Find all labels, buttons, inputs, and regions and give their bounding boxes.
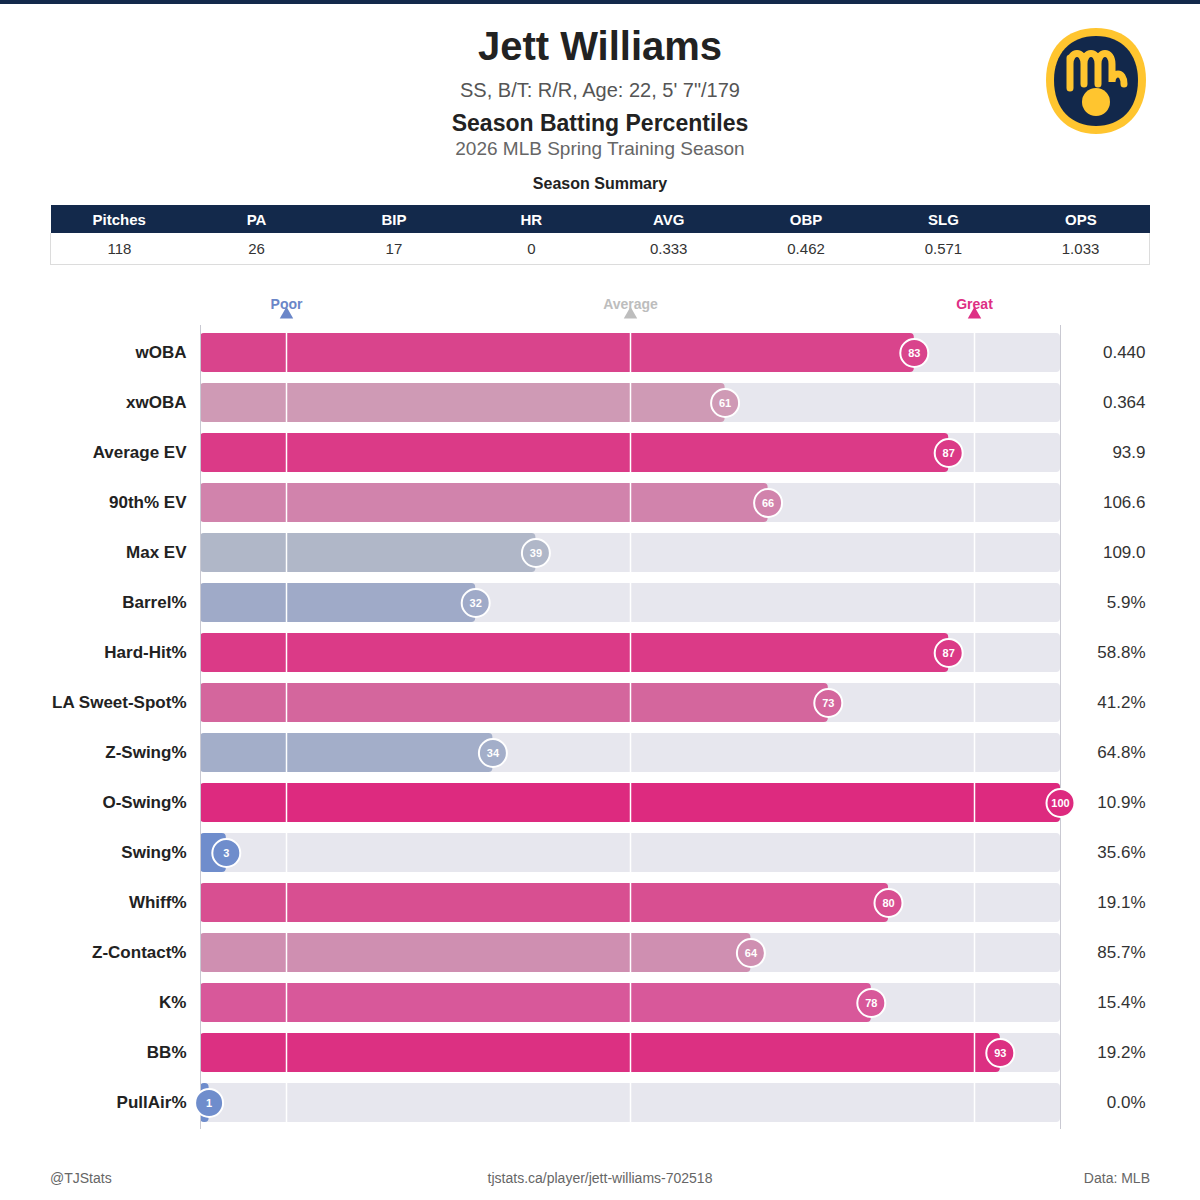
html-text:Season Batting Percentiles: Season Batting Percentiles: [451, 110, 749, 136]
svg-text:0.364: 0.364: [1103, 393, 1146, 412]
svg-text:3: 3: [223, 847, 229, 859]
html-text:AVG: AVG: [653, 210, 685, 228]
svg-text:109.0: 109.0: [1103, 543, 1146, 562]
svg-text:19.1%: 19.1%: [1097, 893, 1145, 912]
svg-text:0.0%: 0.0%: [1107, 1093, 1146, 1112]
html-text:tjstats.ca/player/jett-william: tjstats.ca/player/jett-williams-702518: [487, 1170, 713, 1186]
svg-text:90th% EV: 90th% EV: [109, 493, 187, 512]
html-text:Data: MLB: Data: MLB: [1083, 1170, 1150, 1186]
svg-text:78: 78: [865, 997, 877, 1009]
svg-text:BB%: BB%: [147, 1043, 187, 1062]
html-text:0.333: 0.333: [649, 240, 688, 257]
svg-text:93: 93: [994, 1047, 1006, 1059]
svg-text:73: 73: [822, 697, 834, 709]
html-text:PA: PA: [246, 210, 267, 228]
svg-text:K%: K%: [159, 993, 186, 1012]
svg-text:41.2%: 41.2%: [1097, 693, 1145, 712]
html-text:118: 118: [107, 240, 132, 257]
svg-text:106.6: 106.6: [1103, 493, 1146, 512]
svg-text:O-Swing%: O-Swing%: [102, 793, 186, 812]
svg-text:34: 34: [487, 747, 500, 759]
svg-text:Average: Average: [603, 295, 658, 312]
html-text:0: 0: [527, 240, 536, 257]
html-text:Jett Williams: Jett Williams: [477, 24, 723, 68]
svg-text:1: 1: [206, 1097, 212, 1109]
html-text:0.571: 0.571: [924, 240, 963, 257]
svg-text:32: 32: [470, 597, 482, 609]
svg-text:64.8%: 64.8%: [1097, 743, 1145, 762]
svg-text:Hard-Hit%: Hard-Hit%: [104, 643, 186, 662]
html-text:OBP: OBP: [789, 210, 823, 228]
svg-text:87: 87: [943, 647, 955, 659]
svg-text:Average EV: Average EV: [93, 443, 188, 462]
svg-text:58.8%: 58.8%: [1097, 643, 1145, 662]
svg-text:35.6%: 35.6%: [1097, 843, 1145, 862]
svg-text:15.4%: 15.4%: [1097, 993, 1145, 1012]
svg-text:Z-Contact%: Z-Contact%: [92, 943, 186, 962]
svg-text:100: 100: [1051, 797, 1069, 809]
svg-text:Swing%: Swing%: [121, 843, 186, 862]
svg-text:39: 39: [530, 547, 542, 559]
html-text:BIP: BIP: [381, 210, 407, 228]
svg-text:Great: Great: [956, 295, 993, 312]
svg-text:Poor: Poor: [270, 295, 303, 312]
html-text:2026 MLB Spring Training Seaso: 2026 MLB Spring Training Season: [455, 138, 745, 159]
html-text:SLG: SLG: [928, 210, 959, 228]
html-text:1.033: 1.033: [1061, 240, 1100, 257]
svg-text:0.440: 0.440: [1103, 343, 1146, 362]
html-text:SS, B/T: R/R, Age: 22, 5' 7"/1: SS, B/T: R/R, Age: 22, 5' 7"/179: [460, 79, 740, 101]
svg-text:LA Sweet-Spot%: LA Sweet-Spot%: [52, 693, 186, 712]
html-text:OPS: OPS: [1065, 210, 1097, 228]
html-text:Pitches: Pitches: [92, 210, 146, 228]
svg-text:66: 66: [762, 497, 774, 509]
html-text:17: 17: [385, 240, 403, 257]
svg-text:80: 80: [882, 897, 894, 909]
svg-text:85.7%: 85.7%: [1097, 943, 1145, 962]
svg-text:PullAir%: PullAir%: [117, 1093, 187, 1112]
svg-text:10.9%: 10.9%: [1097, 793, 1145, 812]
svg-text:83: 83: [908, 347, 920, 359]
svg-text:Max EV: Max EV: [126, 543, 187, 562]
svg-text:5.9%: 5.9%: [1107, 593, 1146, 612]
html-text:@TJStats: @TJStats: [50, 1170, 112, 1186]
svg-text:61: 61: [719, 397, 731, 409]
svg-text:93.9: 93.9: [1112, 443, 1145, 462]
svg-text:87: 87: [943, 447, 955, 459]
svg-text:64: 64: [745, 947, 758, 959]
svg-text:19.2%: 19.2%: [1097, 1043, 1145, 1062]
svg-text:wOBA: wOBA: [135, 343, 187, 362]
svg-text:Barrel%: Barrel%: [122, 593, 186, 612]
html-text:26: 26: [248, 240, 265, 257]
svg-text:Whiff%: Whiff%: [129, 893, 187, 912]
html-text:HR: HR: [520, 210, 543, 228]
svg-text:Z-Swing%: Z-Swing%: [105, 743, 186, 762]
html-text:0.462: 0.462: [787, 240, 825, 257]
svg-text:xwOBA: xwOBA: [126, 393, 186, 412]
html-text:Season Summary: Season Summary: [532, 175, 668, 192]
